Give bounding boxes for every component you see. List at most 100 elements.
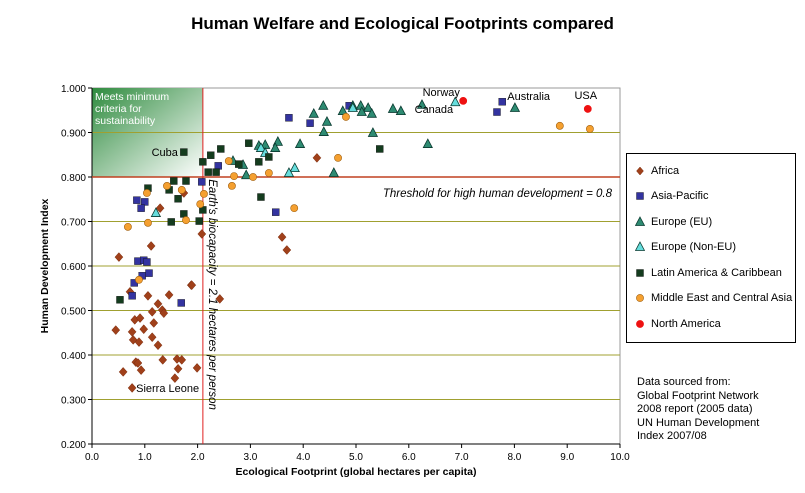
data-point (173, 363, 183, 374)
data-point (366, 107, 378, 118)
data-point (395, 105, 407, 116)
data-point (342, 113, 350, 121)
data-point (215, 294, 225, 304)
data-point (155, 203, 165, 214)
data-point (257, 193, 265, 201)
data-point (147, 306, 157, 317)
data-point (153, 298, 163, 309)
legend-item: Latin America & Caribbean (635, 260, 795, 286)
legend-item: North America (635, 311, 795, 337)
data-point (153, 340, 163, 351)
legend-label: Africa (651, 164, 680, 177)
point-label: Australia (507, 91, 551, 103)
data-point (124, 222, 132, 231)
data-point (289, 162, 300, 172)
x-tick-label: 2.0 (191, 452, 205, 463)
data-point (170, 373, 180, 384)
y-tick-label: 0.800 (61, 173, 86, 184)
data-point (214, 162, 222, 170)
source-line: 2008 report (2005 data) (637, 403, 753, 415)
data-point (265, 153, 273, 161)
legend-marker (636, 319, 644, 328)
y-tick-label: 0.500 (61, 307, 86, 318)
legend-label: North America (651, 317, 721, 330)
data-point (235, 160, 243, 168)
data-point (204, 168, 212, 176)
data-point (308, 107, 319, 118)
data-point (197, 229, 207, 239)
data-point (249, 173, 257, 181)
threshold-label: Threshold for high human development = 0… (383, 188, 613, 200)
series-north-america (459, 97, 592, 113)
data-point (290, 204, 299, 213)
data-point (145, 269, 153, 277)
data-point (150, 207, 162, 217)
legend-label: Middle East and Central Asia (651, 292, 793, 305)
data-point (158, 355, 168, 365)
source-line: Data sourced from: (637, 376, 731, 388)
data-point (306, 119, 314, 127)
data-point (143, 189, 151, 197)
data-point (170, 177, 178, 185)
legend-marker-icon (635, 215, 645, 226)
y-tick-label: 1.000 (61, 84, 86, 95)
data-point (212, 168, 220, 176)
data-point (228, 181, 236, 190)
legend-item: Europe (EU) (635, 209, 795, 235)
data-point (230, 172, 238, 181)
data-point (137, 204, 145, 212)
x-tick-label: 0.0 (85, 452, 99, 463)
data-point (245, 139, 253, 147)
data-point (195, 217, 203, 225)
data-point (224, 157, 233, 165)
data-point (163, 181, 171, 190)
data-point (192, 363, 202, 373)
point-label: USA (574, 90, 597, 102)
sustainability-label: criteria for (95, 103, 142, 115)
data-point (347, 102, 358, 112)
data-point (318, 99, 329, 110)
legend-label: Asia-Pacific (651, 190, 709, 203)
data-point (135, 313, 145, 323)
data-point (116, 296, 124, 304)
data-point (312, 152, 322, 163)
x-tick-label: 10.0 (610, 452, 630, 463)
data-point (459, 97, 468, 105)
legend-label: Europe (EU) (651, 215, 713, 228)
x-tick-label: 1.0 (138, 452, 152, 463)
biocapacity-label: Earth's biocapacity = 2.1 hectares per p… (206, 179, 218, 410)
data-point (187, 280, 197, 291)
data-point (164, 290, 174, 300)
data-point (135, 275, 143, 284)
legend-item: Asia-Pacific (635, 184, 795, 210)
data-point (387, 103, 399, 113)
data-point (337, 105, 348, 116)
legend-label: Europe (Non-EU) (651, 241, 736, 254)
legend-label: Latin America & Caribbean (651, 266, 782, 279)
data-point (264, 169, 273, 177)
data-point (199, 158, 207, 166)
x-axis-label: Ecological Footprint (global hectares pe… (236, 466, 477, 478)
data-point (127, 383, 137, 393)
y-tick-label: 0.700 (61, 218, 86, 229)
data-point (450, 96, 461, 107)
legend-marker (636, 294, 644, 303)
data-point (198, 178, 206, 186)
source-line: Global Footprint Network (637, 389, 759, 402)
legend-marker (636, 166, 644, 176)
data-point (143, 290, 153, 301)
data-point (167, 218, 175, 226)
point-label: Sierra Leone (136, 383, 199, 395)
point-label: Canada (415, 104, 454, 116)
source-line: UN Human Development (637, 416, 760, 429)
data-point (217, 145, 225, 153)
data-point (118, 367, 128, 377)
series-middle-east-and-central-asia (124, 113, 594, 284)
point-label: Cuba (152, 147, 179, 159)
data-point (422, 138, 433, 148)
data-point (159, 308, 169, 319)
data-point (362, 102, 374, 112)
data-point (498, 98, 506, 106)
data-point (334, 153, 342, 162)
legend-item: Middle East and Central Asia (635, 286, 795, 312)
